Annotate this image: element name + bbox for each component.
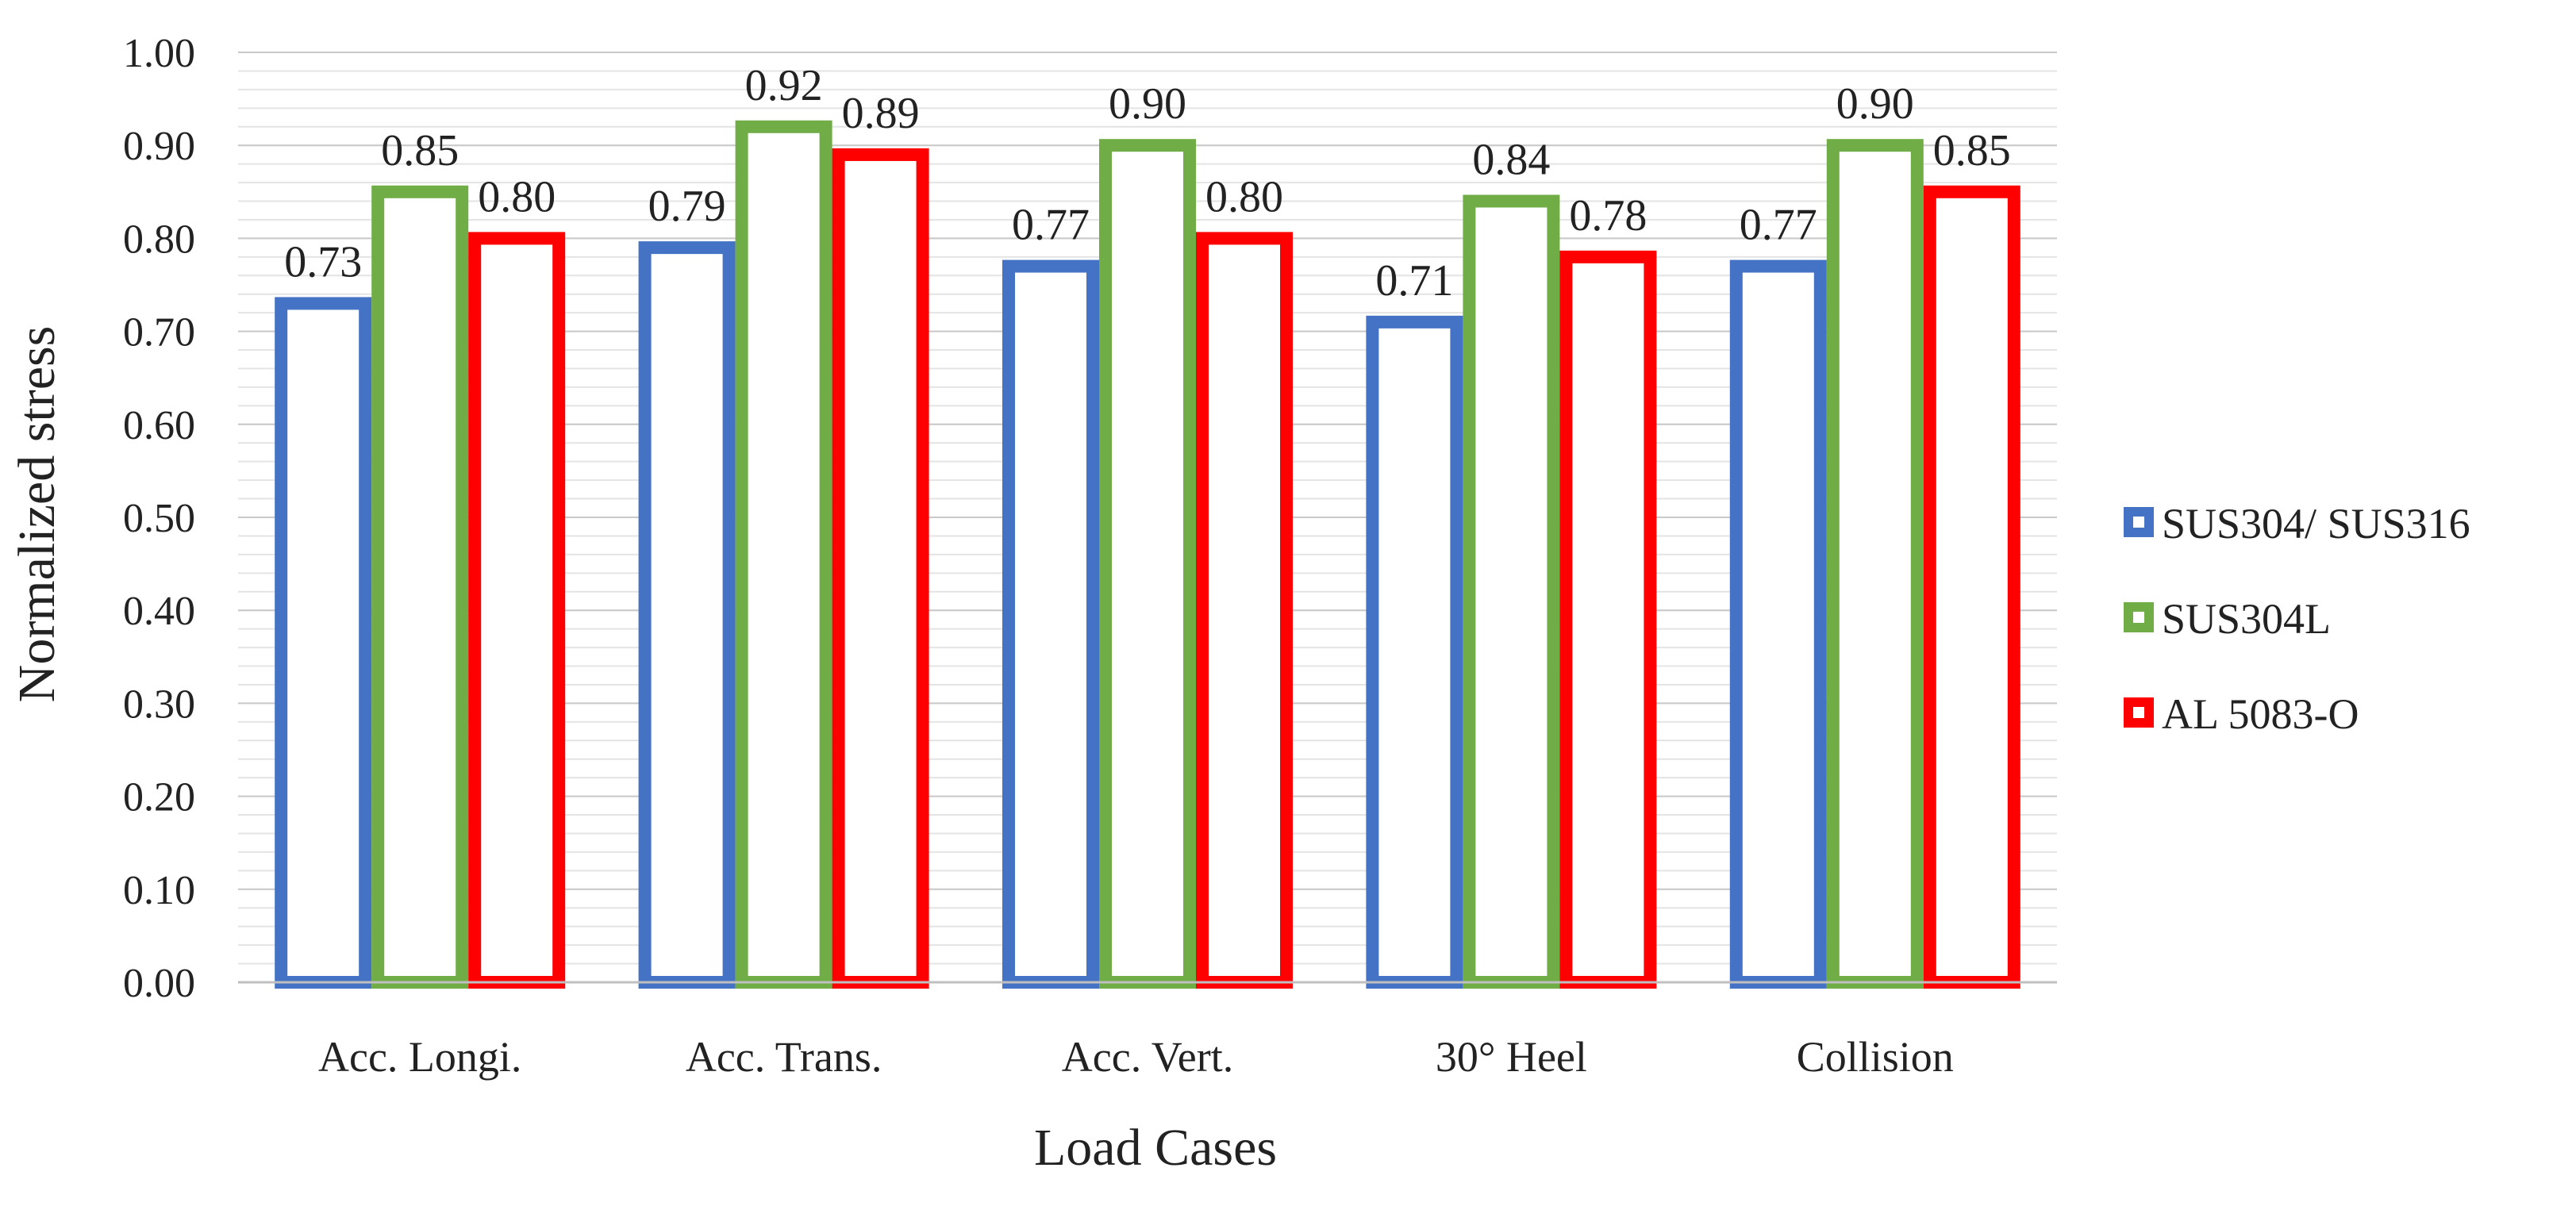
legend: SUS304/ SUS316 SUS304L AL 5083-O xyxy=(2124,500,2470,738)
data-label: 0.85 xyxy=(381,126,459,175)
data-label: 0.71 xyxy=(1375,256,1453,305)
data-label: 0.84 xyxy=(1472,136,1550,185)
data-label: 0.80 xyxy=(1205,172,1283,221)
bar xyxy=(1826,139,1924,989)
legend-swatch xyxy=(2124,697,2154,728)
bar xyxy=(468,232,566,989)
data-label: 0.77 xyxy=(1012,201,1090,250)
bar xyxy=(1559,250,1657,989)
bar xyxy=(735,120,832,989)
bar xyxy=(1923,185,2020,989)
y-tick-label: 0.10 xyxy=(123,868,195,913)
data-label: 0.85 xyxy=(1933,126,2011,175)
x-tick-label: Acc. Trans. xyxy=(686,1033,882,1081)
y-tick-label: 0.20 xyxy=(123,775,195,820)
bar xyxy=(275,297,372,989)
axes: 0.00 0.10 0.20 0.30 0.40 0.50 0.60 0.70 0.80 0.90… xyxy=(123,31,2057,1081)
x-tick-label: Acc. Vert. xyxy=(1062,1033,1233,1081)
data-label: 0.89 xyxy=(842,89,920,138)
bars xyxy=(275,120,2020,989)
y-tick-label: 0.90 xyxy=(123,124,195,169)
y-tick-label: 0.60 xyxy=(123,403,195,448)
legend-label: AL 5083-O xyxy=(2162,690,2359,738)
legend-swatch xyxy=(2124,507,2154,537)
x-axis-title: Load Cases xyxy=(1034,1119,1277,1177)
data-label: 0.90 xyxy=(1109,79,1186,129)
y-axis-title: Normalized stress xyxy=(8,326,66,703)
y-tick-label: 0.50 xyxy=(123,496,195,541)
data-label: 0.90 xyxy=(1836,79,1914,129)
bar xyxy=(371,185,469,989)
data-label: 0.77 xyxy=(1740,201,1817,250)
bar xyxy=(1002,259,1099,989)
legend-label: SUS304L xyxy=(2162,595,2331,643)
y-tick-label: 0.00 xyxy=(123,961,195,1006)
y-tick-label: 0.40 xyxy=(123,589,195,634)
legend-label: SUS304/ SUS316 xyxy=(2162,500,2470,547)
bar xyxy=(1196,232,1293,989)
x-tick-label: Acc. Longi. xyxy=(318,1033,521,1081)
bar xyxy=(638,241,736,989)
bar xyxy=(1099,139,1196,989)
data-label: 0.80 xyxy=(478,172,556,221)
data-label: 0.92 xyxy=(745,61,823,110)
data-label: 0.78 xyxy=(1569,191,1647,240)
bar xyxy=(1366,315,1463,989)
x-tick-label: Collision xyxy=(1797,1033,1954,1081)
y-tick-label: 0.70 xyxy=(123,310,195,355)
bar xyxy=(1463,194,1560,989)
bar xyxy=(832,148,929,989)
bar xyxy=(1729,259,1827,989)
data-labels: 0.73 0.85 0.80 0.79 0.92 0.89 0.77 0.90 0.80 0.71… xyxy=(284,61,2011,305)
legend-swatch xyxy=(2124,602,2154,632)
x-tick-label: 30° Heel xyxy=(1436,1033,1587,1081)
y-tick-label: 0.30 xyxy=(123,682,195,727)
data-label: 0.73 xyxy=(284,237,362,286)
data-label: 0.79 xyxy=(648,182,726,231)
y-tick-label: 0.80 xyxy=(123,217,195,262)
y-tick-label: 1.00 xyxy=(123,31,195,76)
